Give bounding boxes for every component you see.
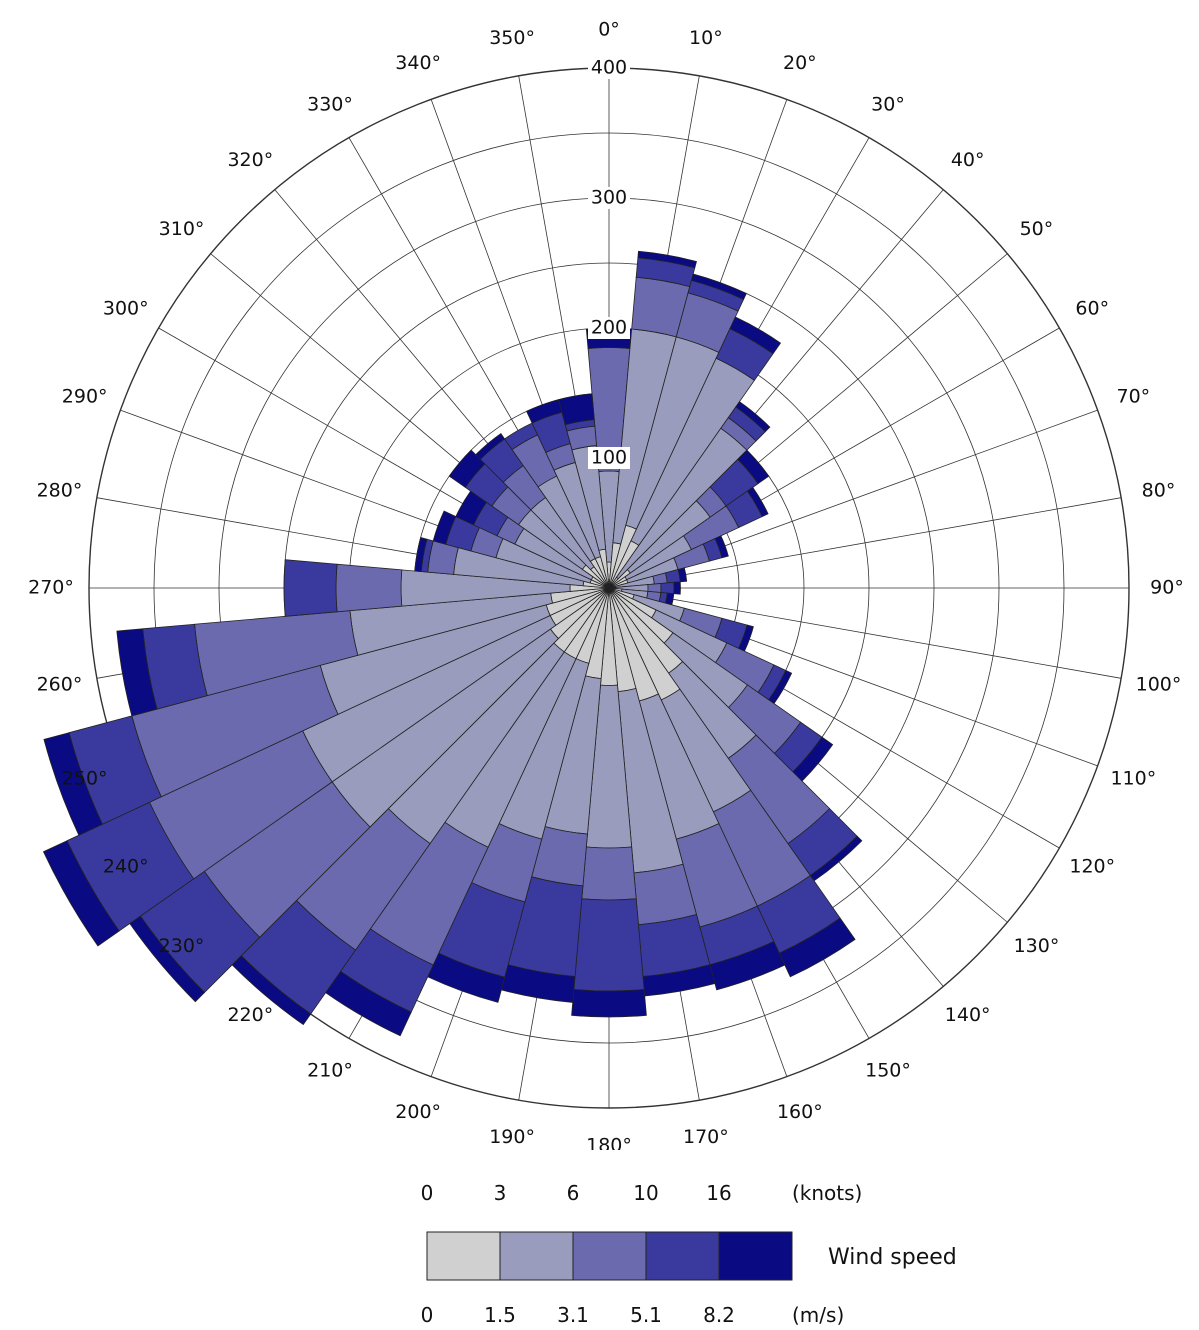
radial-tick-bg [588,57,630,79]
angular-tick-label: 280° [37,480,83,502]
angular-tick-label: 150° [865,1060,911,1082]
legend-ms-label: 3.1 [557,1303,589,1327]
angular-tick-label: 170° [683,1126,729,1148]
angular-tick-label: 320° [227,149,273,171]
radial-tick-label: 300 [591,187,627,209]
angular-tick-label: 100° [1136,673,1182,695]
wind-sector-bin [42,840,120,947]
grid-spoke [608,497,1122,589]
angular-tick-label: 30° [871,93,905,115]
wind-sector-bin [475,433,506,460]
wind-sector-bin [709,940,786,991]
angular-tick-label: 340° [395,52,441,74]
legend-title: Wind speed [828,1245,957,1270]
angular-tick-label: 80° [1142,480,1176,502]
legend-knots-label: 3 [494,1181,507,1205]
legend-swatch [718,1231,793,1281]
wind-sector-bin [414,537,428,573]
legend-knots-label: 16 [706,1181,731,1205]
angular-tick-label: 300° [103,298,149,320]
legend-ms-label: 8.2 [703,1303,735,1327]
angular-tick-label: 190° [489,1126,535,1148]
angular-tick-label: 270° [28,577,74,599]
angular-tick-label: 330° [307,93,353,115]
legend-ms-label: 0 [421,1303,434,1327]
angular-tick-label: 250° [62,767,108,789]
legend-ms-labels: 0 1.5 3.1 5.1 8.2 [421,1303,735,1327]
wind-sector-bin [335,563,403,613]
wind-sector-bin [573,898,645,992]
wind-sector-bin [558,393,595,426]
legend-swatch [572,1231,647,1281]
angular-tick-label: 10° [689,27,723,49]
legend-knots-label: 0 [421,1181,434,1205]
wind-sector-bin [660,581,675,595]
legend-knots-unit: (knots) [792,1181,862,1205]
angular-tick-label: 290° [62,386,108,408]
wind-sector-bin [448,449,486,488]
radial-tick-label: 400 [591,57,627,79]
angular-tick-label: 230° [159,935,205,957]
legend-swatches [426,1231,793,1281]
angular-tick-label: 90° [1150,577,1184,599]
legend-ms-unit: (m/s) [792,1303,844,1327]
wind-sector-bin [283,559,338,617]
legend-ms-label: 1.5 [484,1303,516,1327]
angular-tick-label: 120° [1069,856,1115,878]
angular-tick-label: 260° [37,673,83,695]
angular-tick-label: 160° [777,1101,823,1123]
wind-sector-bin [690,273,747,300]
radial-tick-label: 200 [591,317,627,339]
angular-tick-label: 140° [945,1004,991,1026]
angular-tick-labels: 0° 10° 20° 30° 40° 50° 60° 70° 80° 90° 100° 110° 120… [28,19,1184,1151]
grid-spoke [608,587,1122,679]
wind-sector-bin [778,917,856,978]
angular-tick-label: 0° [598,19,620,41]
angular-tick-label: 70° [1117,386,1151,408]
wind-sector-bin [581,846,637,901]
angular-tick-label: 40° [951,149,985,171]
angular-tick-label: 50° [1020,218,1054,240]
legend-knots-label: 10 [633,1181,658,1205]
radial-tick-label: 100 [591,447,627,469]
legend-swatch [499,1231,574,1281]
wind-sector-bin [677,567,688,583]
angular-tick-label: 350° [489,27,535,49]
angular-tick-label: 130° [1014,935,1060,957]
legend-knots-labels: 0 3 6 10 16 [421,1181,732,1205]
wind-sector-bin [571,989,647,1018]
angular-tick-label: 220° [227,1004,273,1026]
angular-tick-label: 110° [1110,767,1156,789]
wind-sector-bin [116,628,158,717]
angular-tick-label: 310° [159,218,205,240]
angular-tick-label: 60° [1075,298,1109,320]
radial-tick-bg [588,447,630,469]
wind-sector-bin [43,732,103,836]
angular-tick-label: 240° [103,856,149,878]
radial-tick-labels: 100 200 300 400 [588,57,630,469]
angular-tick-label: 20° [783,52,817,74]
legend-ms-label: 5.1 [630,1303,662,1327]
legend-swatch [426,1231,501,1281]
wind-sector-bin [729,316,782,355]
radial-tick-bg [588,317,630,339]
angular-tick-label: 200° [395,1101,441,1123]
wind-rose-chart: 0° 10° 20° 30° 40° 50° 60° 70° 80° 90° 100° 110° 120… [28,19,1184,1151]
legend-knots-label: 6 [567,1181,580,1205]
wind-speed-legend: 0 3 6 10 16 (knots) Wind speed 0 1.5 3.1 5.1 8.2… [421,1181,957,1327]
wind-sector-bin [637,250,697,269]
angular-tick-label: 210° [307,1060,353,1082]
radial-tick-bg [588,187,630,209]
wind-sector-bin [673,581,681,595]
wind-sectors [42,250,863,1037]
legend-swatch [645,1231,720,1281]
wind-sector-bin [746,486,769,518]
wind-sector-bin [714,535,729,559]
wind-sector-bin [737,449,770,485]
angular-tick-label: 180° [586,1135,632,1151]
wind-sector-bin [735,401,771,433]
wind-sector-bin [432,510,457,545]
